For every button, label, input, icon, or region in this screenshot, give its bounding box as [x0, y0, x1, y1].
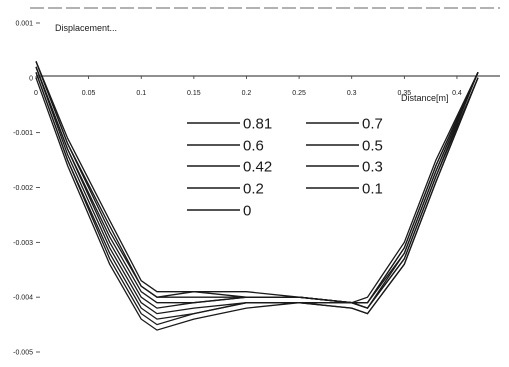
- legend-label: 0.3: [362, 159, 383, 176]
- x-tick-label: 0.1: [136, 90, 146, 97]
- x-tick-label: 0.4: [452, 90, 462, 97]
- x-tick-label: 0.35: [398, 90, 412, 97]
- legend-label: 0.7: [362, 116, 383, 133]
- y-tick-label: -0.001: [13, 130, 33, 137]
- legend-label: 0.2: [243, 181, 264, 198]
- legend: 0.81 0.7 0.6 0.5 0.42 0.3 0.2 0.1 0: [187, 116, 383, 220]
- y-tick-label: -0.004: [13, 295, 33, 302]
- x-tick-label: 0.25: [292, 90, 306, 97]
- y-tick-label: -0.003: [13, 240, 33, 247]
- legend-label: 0.42: [243, 159, 272, 176]
- x-tick-label: 0.15: [187, 90, 201, 97]
- x-axis: 0 0.05 0.1 0.15 0.2 0.25 0.3 0.35 0.4: [34, 76, 462, 97]
- y-tick-label: -0.005: [13, 350, 33, 357]
- x-tick-label: 0.05: [82, 90, 96, 97]
- y-axis: 0.001 0 -0.001 -0.002 -0.003 -0.004 -0.005: [13, 21, 40, 357]
- x-tick-label: 0.3: [347, 90, 357, 97]
- y-tick-label: -0.002: [13, 185, 33, 192]
- y-tick-label: 0: [29, 75, 33, 82]
- legend-label: 0.6: [243, 138, 264, 155]
- y-tick-label: 0.001: [15, 21, 33, 28]
- y-axis-title: Displacement...: [55, 23, 117, 33]
- x-tick-label: 0: [34, 90, 38, 97]
- legend-label: 0: [243, 203, 251, 220]
- series-line-0-1: [36, 72, 478, 324]
- legend-label: 0.5: [362, 138, 383, 155]
- x-tick-label: 0.2: [242, 90, 252, 97]
- legend-label: 0.81: [243, 116, 272, 133]
- legend-label: 0.1: [362, 181, 383, 198]
